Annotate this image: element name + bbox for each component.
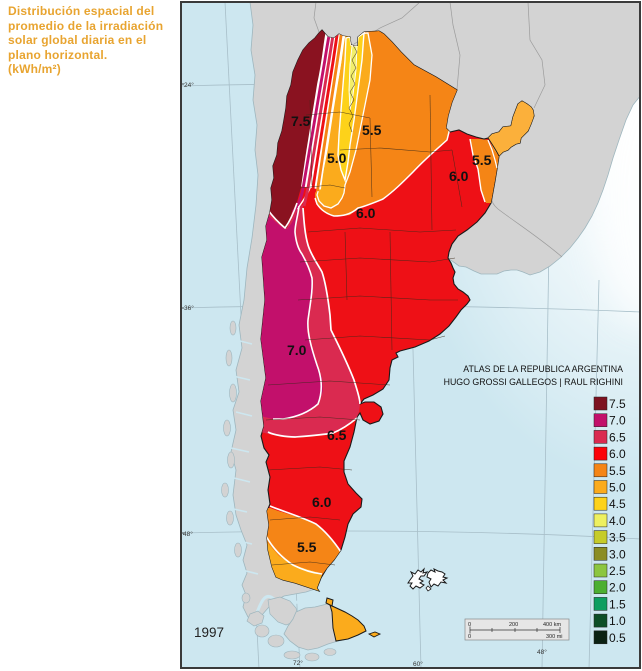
svg-text:5.5: 5.5 xyxy=(472,152,492,168)
svg-text:24°: 24° xyxy=(184,81,194,89)
svg-text:4.0: 4.0 xyxy=(609,514,626,528)
svg-text:1997: 1997 xyxy=(194,625,224,640)
svg-text:ATLAS DE LA REPUBLICA ARGENTIN: ATLAS DE LA REPUBLICA ARGENTINA xyxy=(463,364,623,374)
svg-text:300 mi: 300 mi xyxy=(546,634,563,640)
svg-text:1.0: 1.0 xyxy=(609,614,626,628)
svg-text:4.5: 4.5 xyxy=(609,497,626,511)
svg-text:7.5: 7.5 xyxy=(291,113,311,129)
svg-text:60°: 60° xyxy=(413,660,423,668)
svg-text:2.0: 2.0 xyxy=(609,581,626,595)
svg-text:48°: 48° xyxy=(183,530,193,538)
svg-text:0.5: 0.5 xyxy=(609,631,626,645)
svg-text:6.5: 6.5 xyxy=(327,427,347,443)
svg-text:0: 0 xyxy=(468,634,471,640)
svg-text:7.5: 7.5 xyxy=(609,397,626,411)
svg-text:200: 200 xyxy=(509,622,518,628)
svg-text:1.5: 1.5 xyxy=(609,597,626,611)
svg-text:6.5: 6.5 xyxy=(609,430,626,444)
svg-text:6.0: 6.0 xyxy=(609,447,626,461)
svg-text:7.0: 7.0 xyxy=(609,414,626,428)
svg-text:5.0: 5.0 xyxy=(609,481,626,495)
svg-text:5.5: 5.5 xyxy=(609,464,626,478)
svg-text:HUGO GROSSI GALLEGOS | RAUL RI: HUGO GROSSI GALLEGOS | RAUL RIGHINI xyxy=(444,377,623,387)
svg-text:5.5: 5.5 xyxy=(362,122,382,138)
svg-text:7.0: 7.0 xyxy=(287,342,307,358)
svg-text:6.0: 6.0 xyxy=(312,494,332,510)
svg-text:2.5: 2.5 xyxy=(609,564,626,578)
svg-text:400 km: 400 km xyxy=(543,622,561,628)
svg-text:3.5: 3.5 xyxy=(609,531,626,545)
svg-text:0: 0 xyxy=(468,622,471,628)
svg-text:6.0: 6.0 xyxy=(449,168,469,184)
svg-text:5.5: 5.5 xyxy=(297,539,317,555)
svg-text:5.0: 5.0 xyxy=(327,150,347,166)
svg-text:6.0: 6.0 xyxy=(356,205,376,221)
svg-text:3.0: 3.0 xyxy=(609,547,626,561)
svg-text:48°: 48° xyxy=(537,648,547,656)
svg-text:72°: 72° xyxy=(293,659,303,667)
svg-text:36°: 36° xyxy=(184,304,194,312)
